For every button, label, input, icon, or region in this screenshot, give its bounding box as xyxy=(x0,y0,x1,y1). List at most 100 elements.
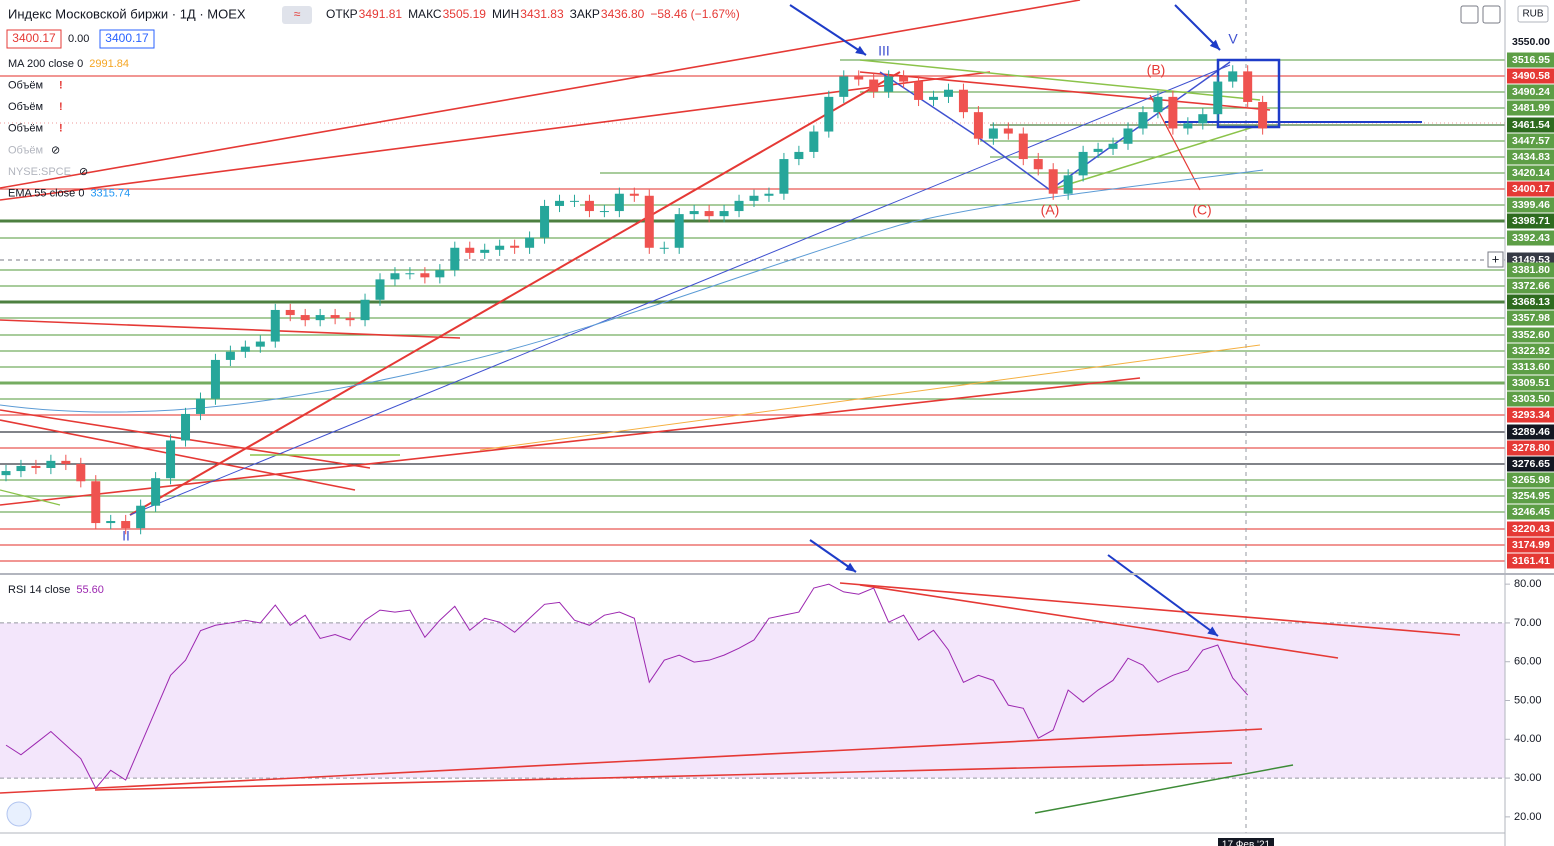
legend-name: EMA 55 close 0 xyxy=(8,188,84,200)
rsi-tick-label: 80.00 xyxy=(1514,578,1542,590)
price-label-bg xyxy=(1507,100,1554,116)
candle-body xyxy=(734,200,744,212)
trend-line xyxy=(1049,124,1261,191)
candle-body xyxy=(540,205,550,238)
candle-body xyxy=(195,398,205,414)
legend-eye-off: ⊘ xyxy=(79,166,88,178)
trend-line xyxy=(0,728,1263,794)
plus-sign: + xyxy=(1492,251,1500,266)
candle-body xyxy=(689,211,699,215)
price-label: 3490.58 xyxy=(1512,70,1550,82)
ohlc-label: МИН xyxy=(492,7,519,21)
candle-body xyxy=(1243,71,1253,102)
candle-body xyxy=(465,247,475,253)
time-cursor-label: 17 Фев '21 xyxy=(1222,840,1271,846)
trend-line xyxy=(839,582,1461,636)
price-label-bg xyxy=(1507,294,1554,310)
candle-body xyxy=(614,193,624,212)
price-label: 3392.43 xyxy=(1512,232,1550,244)
rsi-tick-label: 40.00 xyxy=(1514,733,1542,745)
candle-body xyxy=(1258,101,1268,129)
candle-body xyxy=(1048,169,1058,194)
candle-body xyxy=(495,245,505,250)
wave-label: V xyxy=(1228,31,1238,47)
candle-body xyxy=(914,81,924,100)
candle-body xyxy=(779,159,789,194)
price-label: 3381.80 xyxy=(1512,264,1550,276)
candle-body xyxy=(375,279,385,300)
legend-warning: ! xyxy=(59,80,63,92)
trend-line xyxy=(129,71,901,516)
price-label-bg xyxy=(1507,359,1554,375)
ema-curve xyxy=(0,169,1264,413)
candle-body xyxy=(973,112,983,139)
candle-body xyxy=(181,413,191,441)
legend-name: Объём xyxy=(8,101,43,113)
ohlc-value: 3505.19 xyxy=(443,7,487,21)
price-label-bg xyxy=(1507,456,1554,472)
candle-body xyxy=(61,460,71,464)
price-label-bg xyxy=(1507,230,1554,246)
price-label-bg xyxy=(1507,213,1554,229)
legend-value: 2991.84 xyxy=(89,58,129,70)
price-label: 3293.34 xyxy=(1512,409,1550,421)
candle-body xyxy=(390,273,400,280)
rsi-line xyxy=(5,583,1249,790)
ohlc-value: 3436.80 xyxy=(601,7,645,21)
price-label: 3174.99 xyxy=(1512,539,1550,551)
candle-body xyxy=(1108,143,1118,149)
candle-body xyxy=(420,273,430,278)
candle-body xyxy=(330,315,340,319)
candle-body xyxy=(300,315,310,321)
logo xyxy=(6,801,32,827)
candle-body xyxy=(435,270,445,278)
candle-body xyxy=(345,318,355,321)
price-label-bg xyxy=(1507,407,1554,423)
candle-body xyxy=(91,481,101,524)
price-label-bg xyxy=(1507,391,1554,407)
price-label: 3246.45 xyxy=(1512,506,1550,518)
price-label-bg xyxy=(1507,52,1554,68)
price-label-bg xyxy=(1507,537,1554,553)
legend-name: Объём xyxy=(8,123,43,135)
candle-body xyxy=(809,131,819,152)
price-box-text: 3400.17 xyxy=(12,31,56,45)
legend-name: Объём xyxy=(8,144,43,156)
candle-body xyxy=(1033,159,1043,170)
wave-label: (C) xyxy=(1192,202,1211,218)
legend-warning: ! xyxy=(59,101,63,113)
price-label-bg xyxy=(1507,440,1554,456)
wave-label: (A) xyxy=(1041,202,1060,218)
price-label: 3289.46 xyxy=(1512,426,1550,438)
candle-body xyxy=(1168,96,1178,129)
candle-body xyxy=(1198,114,1208,124)
wave-label: II xyxy=(122,528,130,544)
ohlc-label: ЗАКР xyxy=(570,7,600,21)
candle-body xyxy=(240,346,250,352)
price-label: 3461.54 xyxy=(1512,119,1550,131)
price-label: 3398.71 xyxy=(1512,215,1550,227)
legend-name: MA 200 close 0 xyxy=(8,58,83,70)
candle-body xyxy=(525,237,535,248)
price-box xyxy=(99,29,155,49)
trend-line xyxy=(879,71,976,136)
rsi-tick-label: 70.00 xyxy=(1514,617,1542,629)
candle-body xyxy=(1003,128,1013,134)
candle-body xyxy=(569,200,579,202)
trend-line xyxy=(129,64,1231,516)
arrow-head xyxy=(855,45,866,55)
legend-value: 3315.74 xyxy=(90,188,130,200)
candle-body xyxy=(644,195,654,248)
time-cursor-box xyxy=(1218,838,1274,846)
trend-line xyxy=(1034,764,1294,814)
trend-line xyxy=(974,134,1051,191)
spread-text: 0.00 xyxy=(68,33,89,45)
candle-body xyxy=(854,76,864,80)
price-label-bg xyxy=(1507,181,1554,197)
candle-body xyxy=(1213,81,1223,115)
rsi-title: RSI 14 close xyxy=(8,584,70,596)
candle-body xyxy=(899,76,909,82)
candle-body xyxy=(1228,71,1238,82)
wave-label: (B) xyxy=(1147,62,1166,78)
price-label-bg xyxy=(1507,343,1554,359)
